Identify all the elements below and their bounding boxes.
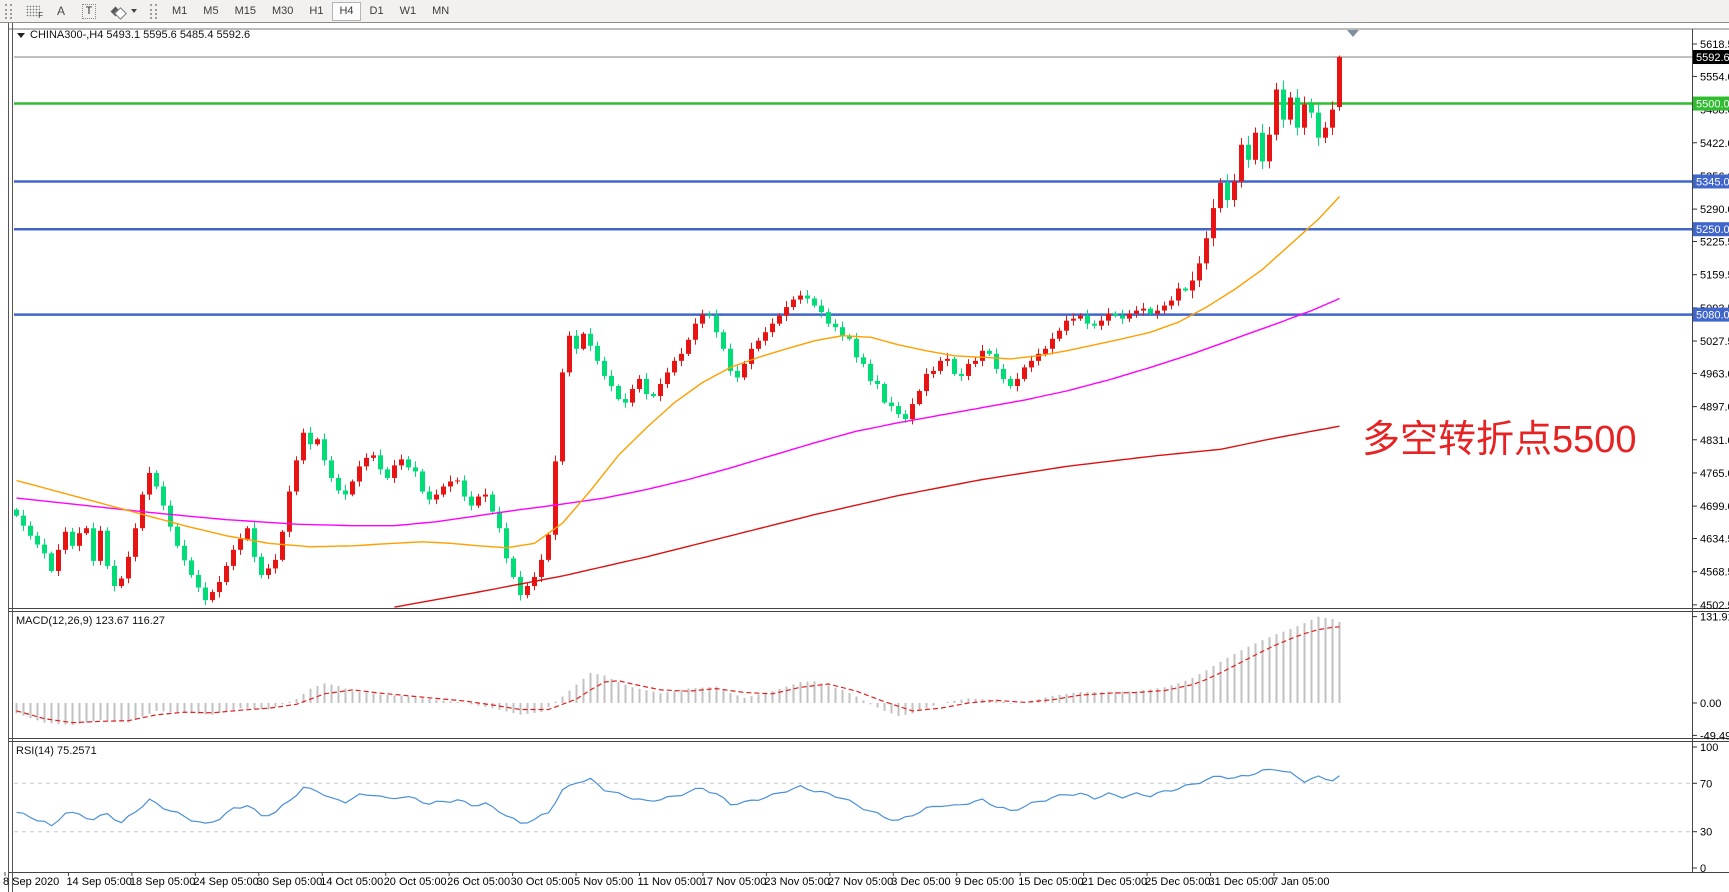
time-axis-label: 27 Nov 05:00 <box>828 876 893 888</box>
rsi-tick-label: 70 <box>1700 778 1712 790</box>
timeframe-button-h4[interactable]: H4 <box>332 1 361 21</box>
time-axis-label: 25 Dec 05:00 <box>1145 876 1210 888</box>
ma-fast-orange-line <box>16 196 1341 549</box>
macd-tick-label: 131.91 <box>1700 612 1729 624</box>
price-tick-label: 4963.0 <box>1700 368 1729 380</box>
macd-tick-label: -49.49 <box>1700 730 1729 742</box>
price-tick-label: 5159.5 <box>1700 270 1729 282</box>
chart-title: CHINA300-,H4 5493.1 5595.6 5485.4 5592.6 <box>14 29 250 41</box>
rsi-indicator-label: RSI(14) 75.2571 <box>16 745 97 757</box>
macd-signal-line <box>16 626 1340 724</box>
toolbar: F A T M1 M5 M15 M30 H1 H4 D1 W1 MN <box>0 0 1729 23</box>
time-axis-label: 18 Sep 05:00 <box>130 876 195 888</box>
rsi-tick-label: 30 <box>1700 827 1712 839</box>
time-axis-label: 15 Dec 05:00 <box>1018 876 1083 888</box>
timeframe-button-m1[interactable]: M1 <box>165 2 194 21</box>
time-axis-label: 26 Oct 05:00 <box>447 876 510 888</box>
time-axis-label: 21 Dec 05:00 <box>1082 876 1147 888</box>
time-axis-label: 14 Sep 05:00 <box>66 876 131 888</box>
time-axis-label: 17 Nov 05:00 <box>701 876 766 888</box>
time-axis-label: 31 Dec 05:00 <box>1209 876 1274 888</box>
price-tick-label: 4502.5 <box>1700 600 1729 612</box>
time-axis-label: 24 Sep 05:00 <box>193 876 258 888</box>
annotation-text: 多空转折点5500 <box>1362 419 1637 461</box>
timeframe-button-d1[interactable]: D1 <box>363 2 391 21</box>
time-axis-label: 30 Sep 05:00 <box>257 876 322 888</box>
time-axis-label: 3 Dec 05:00 <box>891 876 950 888</box>
timeframe-button-w1[interactable]: W1 <box>393 2 424 21</box>
dot-grid-icon <box>26 5 40 17</box>
price-badge-5592.6: 5592.6 <box>1696 52 1729 64</box>
text-box-icon: T <box>81 3 97 19</box>
symbol-dropdown-icon[interactable] <box>17 32 25 38</box>
macd-indicator-label: MACD(12,26,9) 123.67 116.27 <box>16 615 165 627</box>
ma-mid-magenta-line <box>16 297 1340 527</box>
shapes-button[interactable] <box>104 2 144 21</box>
time-axis-label: 9 Dec 05:00 <box>955 876 1014 888</box>
price-tick-label: 4765.0 <box>1700 468 1729 480</box>
chart-title-text: CHINA300-,H4 5493.1 5595.6 5485.4 5592.6 <box>30 29 251 41</box>
price-tick-label: 4568.5 <box>1700 567 1729 579</box>
price-badge-5345.0: 5345.0 <box>1696 176 1729 188</box>
toolbar-grip-2[interactable] <box>150 3 157 19</box>
price-badge-5500.0: 5500.0 <box>1696 99 1729 111</box>
timeframe-button-mn[interactable]: MN <box>425 2 456 21</box>
price-tick-label: 5554.0 <box>1700 71 1729 83</box>
time-axis-label: 14 Oct 05:00 <box>320 876 383 888</box>
timeframe-button-m5[interactable]: M5 <box>196 2 225 21</box>
price-tick-label: 4699.0 <box>1700 501 1729 513</box>
letter-a-icon: A <box>56 4 65 18</box>
time-axis-label: 20 Oct 05:00 <box>384 876 447 888</box>
timeframe-button-m15[interactable]: M15 <box>228 2 263 21</box>
time-axis-label: 23 Nov 05:00 <box>764 876 829 888</box>
price-tick-label: 5290.0 <box>1700 204 1729 216</box>
text-box-button[interactable]: T <box>76 2 102 21</box>
time-axis-label: 11 Nov 05:00 <box>638 876 703 888</box>
price-tick-label: 4831.0 <box>1700 435 1729 447</box>
price-tick-label: 4634.5 <box>1700 534 1729 546</box>
ma-slow-red-line <box>394 425 1340 608</box>
price-tick-label: 5618.5 <box>1700 39 1729 51</box>
label-a-button[interactable]: A <box>48 2 74 21</box>
time-axis-label: 30 Oct 05:00 <box>511 876 574 888</box>
toolbar-grip[interactable] <box>5 3 12 19</box>
price-badge-5250.0: 5250.0 <box>1696 224 1729 236</box>
price-badge-5080.0: 5080.0 <box>1696 310 1729 322</box>
timeframe-toolbar: M1 M5 M15 M30 H1 H4 D1 W1 MN <box>164 0 457 22</box>
macd-tick-label: 0.00 <box>1700 698 1721 710</box>
time-axis-label: 5 Nov 05:00 <box>574 876 633 888</box>
timeframe-button-h1[interactable]: H1 <box>302 2 330 21</box>
price-tick-label: 4897.0 <box>1700 402 1729 414</box>
price-tick-label: 5027.5 <box>1700 336 1729 348</box>
rsi-line <box>16 768 1340 827</box>
rsi-tick-label: 0 <box>1700 863 1706 875</box>
rsi-tick-label: 100 <box>1700 742 1718 754</box>
timeframe-button-m30[interactable]: M30 <box>265 2 300 21</box>
price-tick-label: 5225.5 <box>1700 237 1729 249</box>
dot-grid-f-button[interactable]: F <box>20 2 46 21</box>
time-axis-label: 7 Jan 05:00 <box>1272 876 1330 888</box>
f-glyph: F <box>38 10 43 20</box>
time-axis-label: 8 Sep 2020 <box>3 876 59 888</box>
chevron-down-icon[interactable] <box>131 9 137 13</box>
price-tick-label: 5422.0 <box>1700 138 1729 150</box>
chart-shift-marker[interactable] <box>1347 30 1359 37</box>
